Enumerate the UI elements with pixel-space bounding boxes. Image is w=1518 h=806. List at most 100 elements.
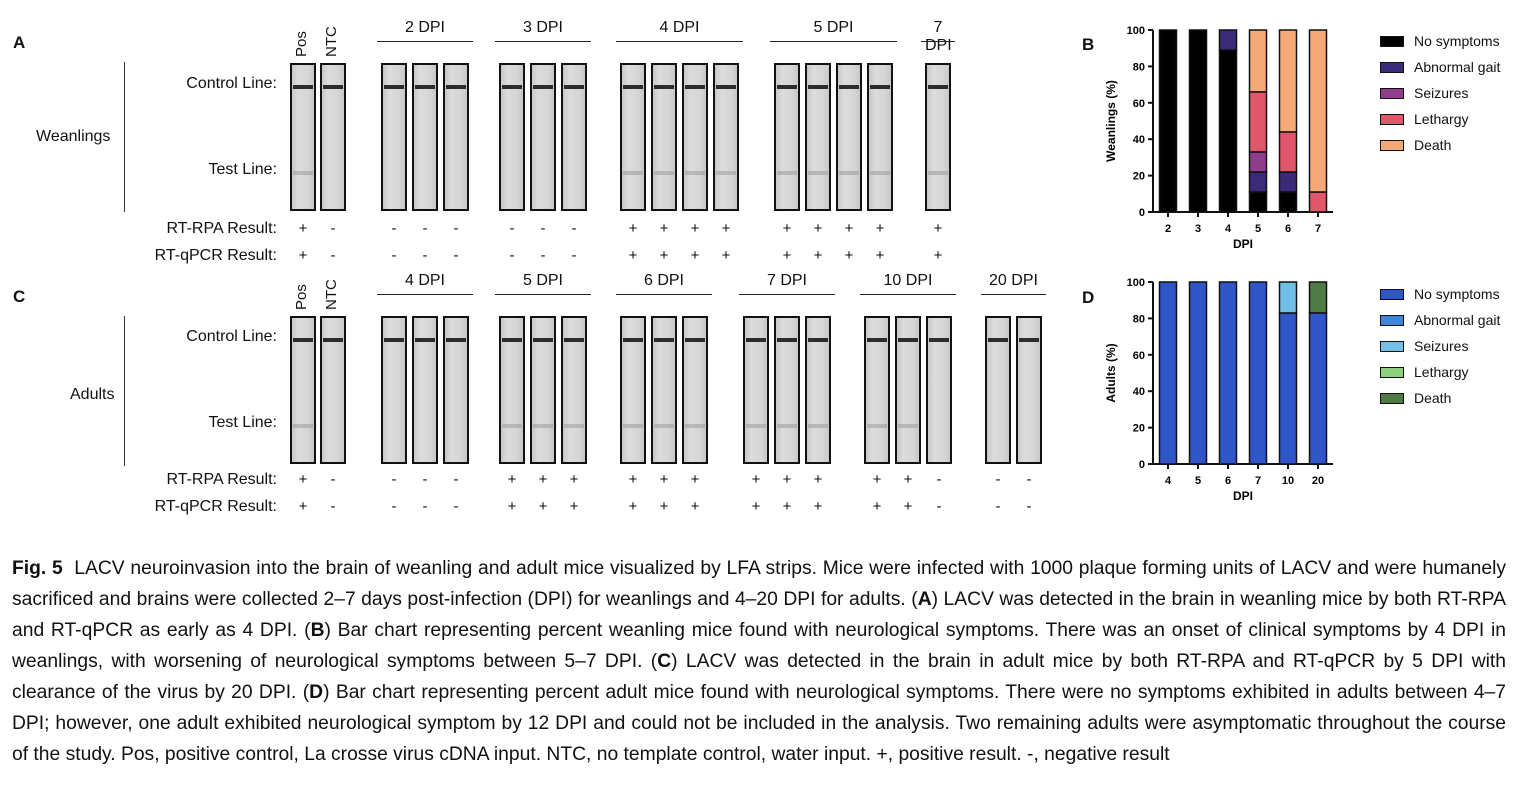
rt-qpcr-result: + [659, 247, 669, 264]
rt-qpcr-result: + [751, 498, 761, 515]
lfa-strip [290, 316, 316, 464]
lfa-strip [682, 316, 708, 464]
bar-segment [1218, 29, 1238, 51]
rt-qpcr-result: + [298, 498, 308, 515]
panel-d-chart: 0 20 40 60 80 100 Adults (%) 4 5 6 7 10 20 DPI [1104, 277, 1333, 503]
lfa-strip [651, 63, 677, 211]
x-axis-label: DPI [1233, 237, 1253, 251]
lfa-strip [1016, 316, 1042, 464]
control-band [654, 338, 674, 342]
lfa-strip [620, 63, 646, 211]
rt-rpa-result: - [330, 471, 336, 488]
dpi-group-label: 3 DPI [522, 19, 563, 36]
bar-segment [1278, 131, 1298, 173]
control-band [870, 85, 890, 89]
y-axis-label: Adults (%) [1104, 343, 1118, 402]
lfa-strip [774, 316, 800, 464]
rt-rpa-result: + [569, 471, 579, 488]
control-label: Pos [293, 284, 310, 310]
dpi-group-line [616, 41, 743, 42]
test-band [808, 424, 828, 428]
rt-qpcr-result: - [936, 498, 942, 515]
panel-a-test-line-label: Test Line: [208, 161, 277, 178]
dpi-group-label: 20 DPI [989, 272, 1038, 289]
bar-segment [1308, 281, 1328, 314]
control-band [623, 85, 643, 89]
rt-rpa-result: + [628, 220, 638, 237]
control-band [384, 338, 404, 342]
rt-rpa-result: + [844, 220, 854, 237]
x-tick-label: 4 [1165, 475, 1172, 487]
control-band [533, 338, 553, 342]
rt-rpa-result: - [391, 471, 397, 488]
lfa-strip [805, 316, 831, 464]
rt-qpcr-result: + [875, 247, 885, 264]
dpi-group-line [377, 294, 473, 295]
rt-qpcr-result: + [782, 247, 792, 264]
control-band [623, 338, 643, 342]
dpi-group-label: 6 DPI [643, 272, 684, 289]
control-band [293, 338, 313, 342]
rt-rpa-result: - [422, 471, 428, 488]
rt-qpcr-result: - [330, 247, 336, 264]
panel-a-rt-rpa-label: RT-RPA Result: [166, 220, 277, 237]
caption-panel-ref: B [310, 620, 325, 641]
dpi-group-line [860, 294, 956, 295]
y-tick-label: 60 [1133, 98, 1145, 110]
rt-rpa-result: - [453, 471, 459, 488]
test-band [293, 424, 313, 428]
legend-swatch [1380, 341, 1404, 352]
test-band [777, 424, 797, 428]
lfa-strip [926, 316, 952, 464]
control-band [654, 85, 674, 89]
rt-qpcr-result: + [933, 247, 943, 264]
rt-qpcr-result: - [453, 247, 459, 264]
legend-label: Abnormal gait [1414, 59, 1501, 75]
legend-swatch [1380, 289, 1404, 300]
control-band [808, 85, 828, 89]
rt-rpa-result: + [690, 471, 700, 488]
rt-rpa-result: + [903, 471, 913, 488]
panel-c-rt-rpa-label: RT-RPA Result: [166, 471, 277, 488]
x-tick-label: 10 [1282, 475, 1294, 487]
test-band [502, 424, 522, 428]
test-band [685, 424, 705, 428]
rt-qpcr-result: + [690, 498, 700, 515]
dpi-group-line [495, 294, 591, 295]
rt-qpcr-result: - [391, 498, 397, 515]
caption-text: LACV neuroinvasion into the brain of wea… [12, 558, 1506, 765]
x-tick-label: 20 [1312, 475, 1324, 487]
rt-qpcr-result: - [1026, 498, 1032, 515]
caption-panel-ref: A [917, 589, 932, 610]
y-tick-label: 0 [1139, 459, 1145, 471]
lfa-strip [443, 63, 469, 211]
panel-b-letter: B [1082, 35, 1095, 54]
rt-qpcr-result: - [422, 247, 428, 264]
rt-rpa-result: + [659, 471, 669, 488]
lfa-strip [985, 316, 1011, 464]
control-band [293, 85, 313, 89]
bar-segment [1248, 151, 1268, 173]
dpi-group-line [981, 294, 1046, 295]
legend-swatch [1380, 367, 1404, 378]
bar-segment [1248, 29, 1268, 93]
rt-rpa-result: + [690, 220, 700, 237]
control-band [533, 85, 553, 89]
x-tick-label: 6 [1285, 223, 1291, 235]
legend-label: Lethargy [1414, 111, 1469, 127]
legend-label: Death [1414, 390, 1452, 406]
rt-qpcr-result: - [540, 247, 546, 264]
y-tick-label: 20 [1133, 423, 1145, 435]
control-band [685, 85, 705, 89]
lfa-strip [381, 316, 407, 464]
bar-segment [1218, 281, 1238, 465]
rt-rpa-result: - [571, 220, 577, 237]
rt-qpcr-result: + [690, 247, 700, 264]
test-band [293, 171, 313, 175]
control-band [502, 85, 522, 89]
control-band [446, 338, 466, 342]
control-band [898, 338, 918, 342]
rt-qpcr-result: - [995, 498, 1001, 515]
legend-label: Death [1414, 137, 1452, 153]
x-tick-label: 5 [1255, 223, 1261, 235]
